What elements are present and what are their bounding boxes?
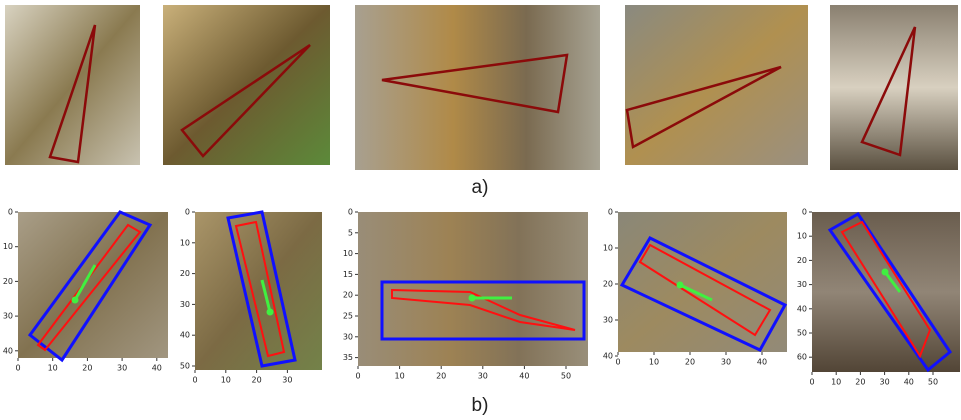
y-tick-label: 0 <box>185 208 190 217</box>
x-tick-label: 40 <box>519 372 529 381</box>
y-tick-label: 20 <box>180 269 190 278</box>
y-tick-label: 15 <box>343 270 353 279</box>
x-tick-label: 30 <box>117 364 127 373</box>
y-tick-label: 40 <box>180 331 190 340</box>
arrow-head <box>677 282 684 289</box>
x-tick-label: 30 <box>478 372 488 381</box>
y-tick-label: 20 <box>3 277 13 286</box>
y-tick-label: 0 <box>608 208 613 217</box>
y-tick-label: 5 <box>348 228 353 237</box>
x-tick-label: 20 <box>252 376 262 385</box>
bee-image <box>163 5 330 165</box>
x-tick-label: 20 <box>855 378 865 387</box>
x-tick-label: 10 <box>649 358 659 367</box>
y-tick-label: 10 <box>180 238 190 247</box>
y-tick-label: 10 <box>3 242 13 251</box>
x-tick-label: 20 <box>82 364 92 373</box>
x-tick-label: 30 <box>721 358 731 367</box>
y-tick-label: 30 <box>3 312 13 321</box>
bee-image <box>5 5 140 165</box>
x-tick-label: 0 <box>355 372 360 381</box>
y-tick-label: 40 <box>603 352 613 361</box>
x-tick-label: 50 <box>928 378 938 387</box>
x-tick-label: 30 <box>282 376 292 385</box>
arrow-head <box>72 297 79 304</box>
row-a <box>5 5 958 170</box>
bee-image <box>355 5 600 170</box>
y-tick-label: 25 <box>343 312 353 321</box>
y-tick-label: 20 <box>797 256 807 265</box>
x-tick-label: 10 <box>48 364 58 373</box>
x-tick-label: 40 <box>757 358 767 367</box>
image-shade <box>358 212 588 366</box>
y-tick-label: 35 <box>343 353 353 362</box>
arrow-head <box>469 295 476 302</box>
y-tick-label: 0 <box>348 208 353 217</box>
y-tick-label: 10 <box>603 244 613 253</box>
y-tick-label: 30 <box>797 280 807 289</box>
y-tick-label: 40 <box>797 304 807 313</box>
y-tick-label: 20 <box>343 291 353 300</box>
y-tick-label: 50 <box>180 362 190 371</box>
bee-image <box>830 5 958 170</box>
x-tick-label: 40 <box>152 364 162 373</box>
x-tick-label: 0 <box>15 364 20 373</box>
y-tick-label: 10 <box>343 249 353 258</box>
figure: a) b) 0102030400102030400102030010203040… <box>0 0 961 420</box>
y-tick-label: 0 <box>802 208 807 217</box>
x-tick-label: 20 <box>685 358 695 367</box>
x-tick-label: 20 <box>436 372 446 381</box>
x-tick-label: 30 <box>880 378 890 387</box>
x-tick-label: 10 <box>831 378 841 387</box>
y-tick-label: 20 <box>603 280 613 289</box>
y-tick-label: 40 <box>3 346 13 355</box>
x-tick-label: 40 <box>904 378 914 387</box>
y-tick-label: 30 <box>180 300 190 309</box>
label-b: b) <box>472 395 489 416</box>
image-shade <box>618 212 787 352</box>
x-tick-label: 0 <box>192 376 197 385</box>
y-tick-label: 30 <box>603 316 613 325</box>
x-tick-label: 0 <box>615 358 620 367</box>
y-tick-label: 30 <box>343 332 353 341</box>
y-tick-label: 10 <box>797 232 807 241</box>
y-tick-label: 0 <box>8 208 13 217</box>
x-tick-label: 10 <box>395 372 405 381</box>
x-tick-label: 10 <box>221 376 231 385</box>
arrow-head <box>267 309 274 316</box>
x-tick-label: 50 <box>561 372 571 381</box>
x-tick-label: 0 <box>809 378 814 387</box>
y-tick-label: 50 <box>797 329 807 338</box>
y-tick-label: 60 <box>797 353 807 362</box>
arrow-head <box>882 269 889 276</box>
label-a: a) <box>472 177 489 198</box>
